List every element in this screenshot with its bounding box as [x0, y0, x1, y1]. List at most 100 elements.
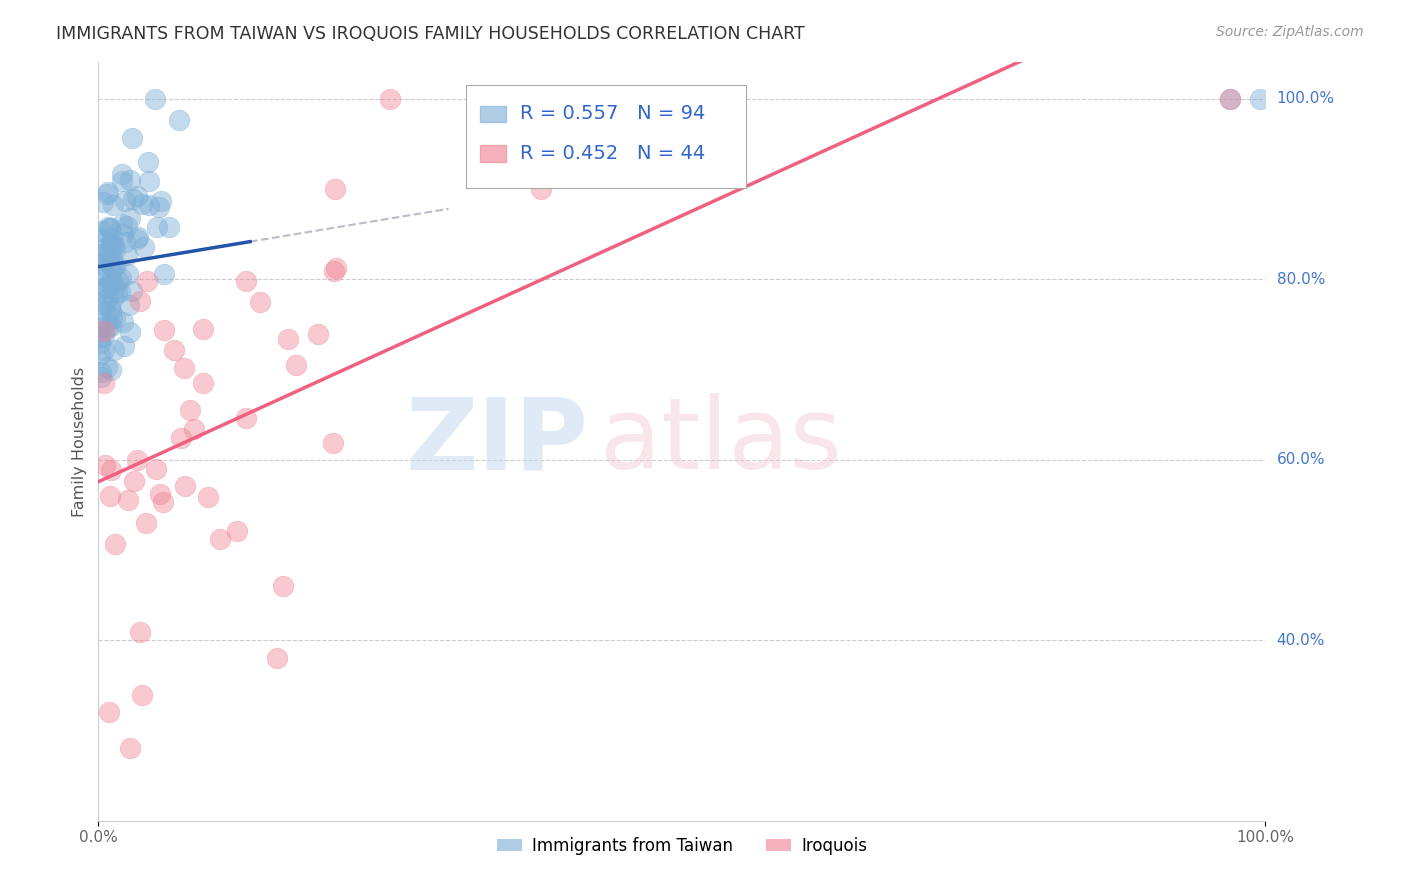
Point [111, 174, 134, 188]
Point [226, 524, 249, 538]
Point [97, 246, 120, 260]
Point [163, 343, 186, 358]
Point [131, 688, 153, 702]
Point [115, 219, 138, 234]
Point [530, 182, 553, 196]
Point [96, 253, 118, 268]
Point [179, 403, 201, 417]
Point [117, 267, 139, 281]
Text: atlas: atlas [600, 393, 842, 490]
Point [89, 347, 111, 361]
Point [91, 195, 114, 210]
Point [112, 339, 135, 353]
Text: Source: ZipAtlas.com: Source: ZipAtlas.com [1216, 25, 1364, 39]
Text: 40.0%: 40.0% [1277, 632, 1324, 648]
Point [89, 257, 111, 271]
Point [94, 298, 117, 312]
Point [152, 495, 174, 509]
Point [103, 343, 125, 357]
Point [111, 227, 134, 242]
Point [117, 492, 139, 507]
Point [120, 173, 142, 187]
Point [89, 323, 111, 337]
Point [105, 258, 128, 272]
Point [152, 267, 174, 281]
Point [277, 332, 299, 346]
Text: R = 0.557   N = 94: R = 0.557 N = 94 [520, 104, 704, 123]
FancyBboxPatch shape [465, 85, 747, 187]
Point [127, 453, 149, 467]
Point [90, 365, 112, 379]
Point [98, 257, 121, 271]
Point [138, 174, 160, 188]
Point [98, 221, 121, 235]
Point [129, 625, 152, 640]
Point [93, 329, 115, 343]
Point [96, 360, 118, 375]
Point [89, 330, 111, 344]
Point [93, 320, 115, 334]
Point [208, 533, 231, 547]
Point [143, 91, 166, 105]
Point [121, 284, 143, 298]
Text: IMMIGRANTS FROM TAIWAN VS IROQUOIS FAMILY HOUSEHOLDS CORRELATION CHART: IMMIGRANTS FROM TAIWAN VS IROQUOIS FAMIL… [56, 25, 806, 43]
Point [135, 516, 157, 531]
Point [103, 283, 125, 297]
Point [121, 130, 143, 145]
Point [100, 318, 122, 333]
Point [96, 269, 118, 284]
Point [167, 113, 190, 128]
Text: R = 0.452   N = 44: R = 0.452 N = 44 [520, 144, 704, 163]
Point [89, 247, 111, 261]
Point [104, 242, 127, 256]
Point [101, 311, 124, 326]
Point [96, 278, 118, 293]
Point [118, 211, 141, 225]
Point [114, 235, 136, 249]
Point [127, 232, 149, 246]
Point [111, 217, 134, 231]
Point [118, 298, 141, 312]
Point [89, 282, 111, 296]
Point [94, 281, 117, 295]
Point [110, 270, 132, 285]
Point [98, 706, 121, 720]
Point [118, 741, 141, 756]
Point [111, 167, 134, 181]
Point [138, 198, 160, 212]
Point [108, 285, 131, 300]
Point [191, 376, 214, 390]
Point [89, 301, 111, 316]
Legend: Immigrants from Taiwan, Iroquois: Immigrants from Taiwan, Iroquois [491, 830, 873, 862]
Point [93, 324, 115, 338]
Point [1249, 91, 1271, 105]
Point [1219, 91, 1241, 105]
Point [89, 335, 111, 350]
Point [124, 474, 146, 488]
FancyBboxPatch shape [479, 105, 506, 122]
Point [94, 304, 117, 318]
Point [271, 579, 294, 593]
Point [94, 240, 117, 254]
Point [266, 651, 288, 665]
Point [97, 291, 120, 305]
Point [100, 236, 122, 251]
Point [93, 458, 115, 473]
Point [97, 320, 120, 334]
Point [150, 194, 173, 208]
Point [134, 240, 156, 254]
Point [101, 252, 124, 266]
Point [235, 274, 257, 288]
Point [100, 363, 122, 377]
Point [325, 261, 347, 276]
Point [107, 275, 129, 289]
Point [173, 361, 195, 376]
Point [100, 463, 122, 477]
Point [90, 369, 112, 384]
Point [284, 358, 307, 372]
Point [323, 264, 346, 278]
Point [100, 235, 122, 250]
Point [100, 244, 122, 259]
Point [129, 293, 152, 308]
Point [127, 230, 149, 244]
